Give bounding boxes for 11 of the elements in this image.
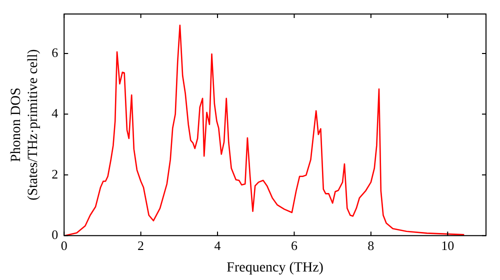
- x-tick-label: 2: [138, 238, 144, 253]
- x-tick-label: 6: [290, 238, 298, 253]
- y-tick-label: 6: [52, 44, 59, 60]
- y-axis-title: Phonon DOS (States/THz·primitive cell): [9, 48, 41, 200]
- y-tick-label: 0: [52, 227, 58, 242]
- y-tick-label: 4: [52, 106, 59, 121]
- y-tick-label: 2: [52, 166, 58, 182]
- x-axis-title: Frequency (THz): [226, 260, 324, 276]
- x-tick-label: 8: [368, 238, 374, 253]
- x-tick-label: 4: [214, 238, 222, 253]
- x-tick-label: 10: [441, 238, 454, 253]
